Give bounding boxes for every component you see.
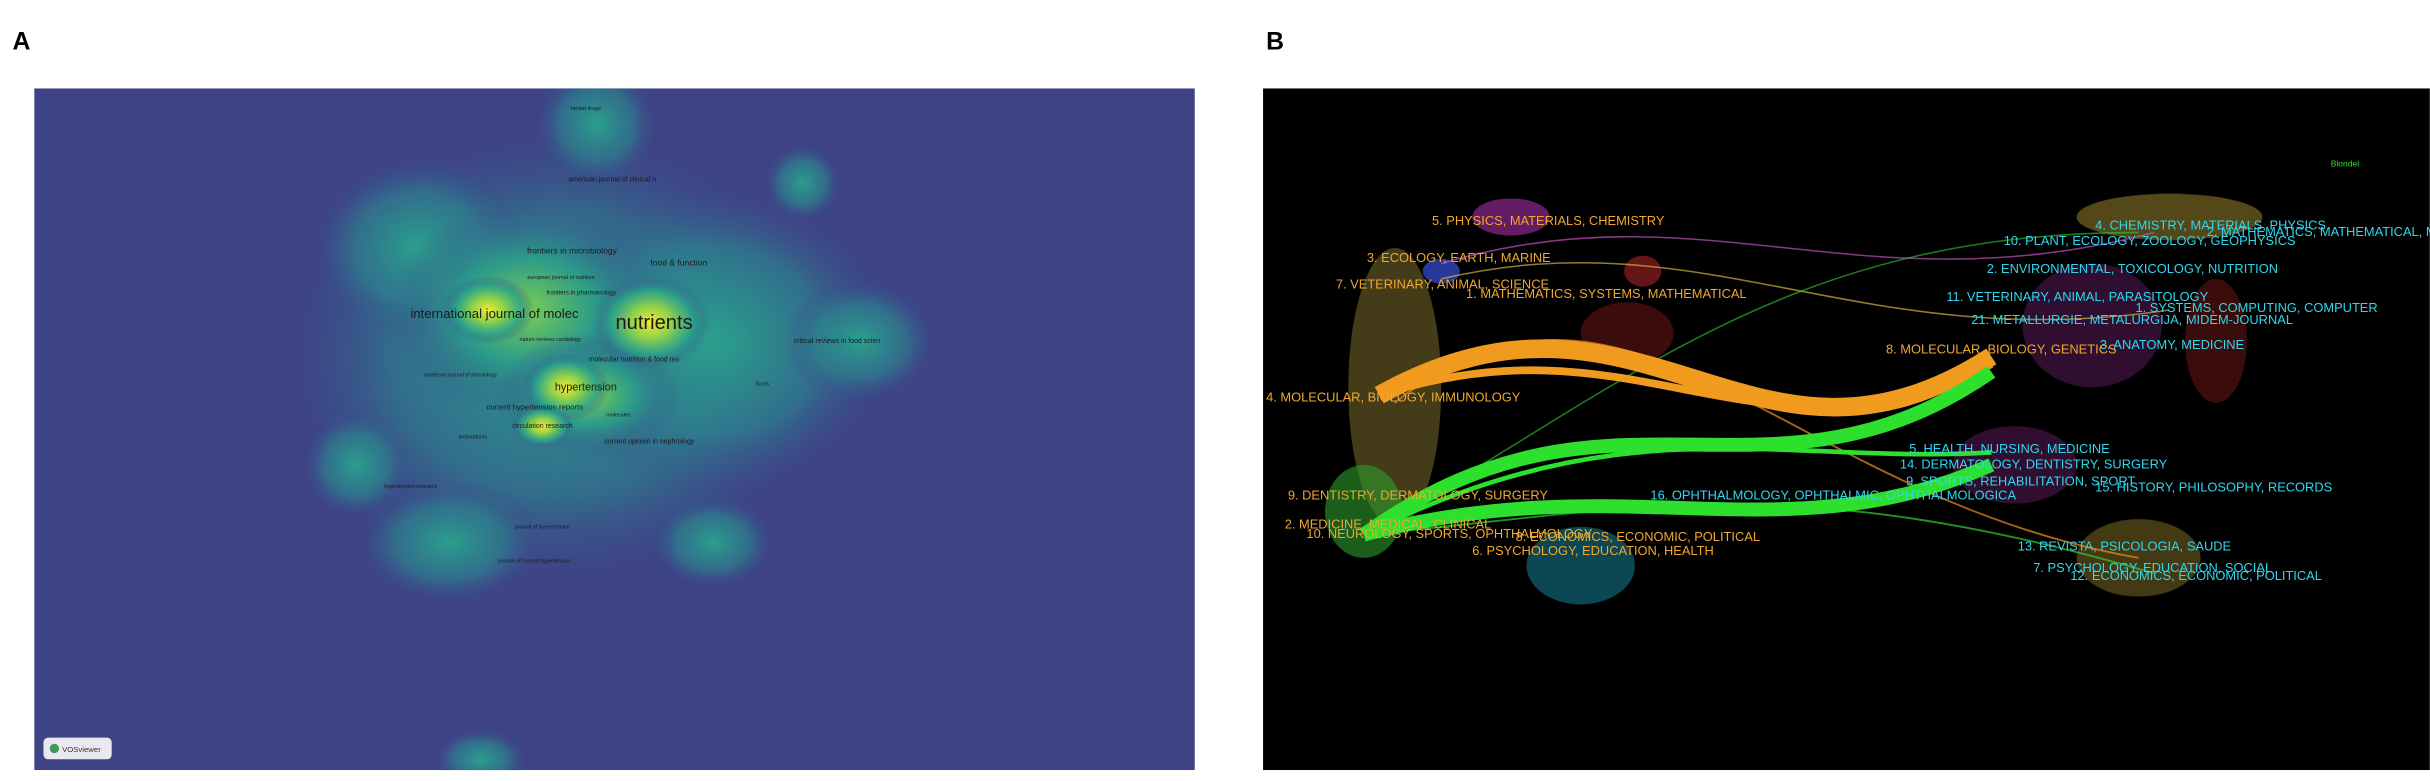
journal-label: molecules: [606, 413, 631, 419]
journal-label: current opinion in nephrology: [604, 438, 694, 445]
journal-label: food & function: [650, 258, 707, 268]
cited-label: 16. OPHTHALMOLOGY, OPHTHALMIC, OPHTHALMO…: [1650, 487, 2016, 502]
badge-icon: [49, 743, 59, 754]
cited-label: 15. HISTORY, PHILOSOPHY, RECORDS: [2095, 480, 2332, 495]
cited-label: 3. ANATOMY, MEDICINE: [2100, 337, 2245, 352]
journal-label: nutrients: [615, 312, 692, 334]
journal-label: antioxidants: [458, 434, 487, 440]
cited-label: 4. CHEMISTRY, MATERIALS, PHYSICS: [2095, 218, 2326, 233]
citing-label: 6. PSYCHOLOGY, EDUCATION, HEALTH: [1472, 543, 1714, 558]
panel-label: B: [1266, 29, 1284, 56]
cited-label: 21. METALLURGIE, METALURGIJA, MIDEM-JOUR…: [1971, 312, 2293, 327]
journal-label: foods: [756, 382, 770, 388]
journal-label: american journal of clinical n: [568, 177, 656, 184]
cited-label: 1. SYSTEMS, COMPUTING, COMPUTER: [2135, 300, 2377, 315]
citing-label: 3. ECOLOGY, EARTH, MARINE: [1367, 250, 1551, 265]
journal-label: international journal of molec: [410, 306, 579, 321]
cited-label: 14. DERMATOLOGY, DENTISTRY, SURGERY: [1900, 456, 2168, 471]
journal-label: hypertension research: [384, 484, 438, 490]
badge: [43, 737, 112, 760]
citing-label: 2. MEDICINE, MEDICAL, CLINICAL: [1285, 517, 1492, 532]
cited-label: 2. MATHEMATICS, MATHEMATICAL, MECHANICS: [2207, 224, 2430, 239]
panel-label: A: [13, 29, 31, 56]
cited-label: 11. VETERINARY, ANIMAL, PARASITOLOGY: [1946, 289, 2208, 304]
journal-label: circulation research: [512, 423, 573, 430]
badge-text: VOSviewer: [62, 745, 101, 754]
journal-label: journal of human hypertension: [497, 558, 571, 564]
method-label: Blondel: [2331, 159, 2360, 169]
density-blobs: [279, 88, 938, 771]
cited-label: 10. PLANT, ECOLOGY, ZOOLOGY, GEOPHYSICS: [2004, 233, 2296, 248]
citing-label: 8. ECONOMICS, ECONOMIC, POLITICAL: [1516, 529, 1760, 544]
citing-label: 5. PHYSICS, MATERIALS, CHEMISTRY: [1432, 213, 1665, 228]
density-map: nutrients international journal of molec…: [34, 88, 1195, 771]
journal-label: european journal of nutrition: [527, 275, 594, 281]
citing-label: 4. MOLECULAR, BIOLOGY, IMMUNOLOGY: [1266, 390, 1521, 405]
citing-label: 1. MATHEMATICS, SYSTEMS, MATHEMATICAL: [1466, 286, 1747, 301]
cited-label: 5. HEALTH, NURSING, MEDICINE: [1909, 441, 2110, 456]
citing-label: 7. VETERINARY, ANIMAL, SCIENCE: [1336, 277, 1550, 292]
journal-label: frontiers in microbiology: [527, 245, 618, 255]
journal-label: journal of hypertension: [514, 524, 570, 530]
cited-label: 13. REVISTA, PSICOLOGIA, SAUDE: [2018, 538, 2232, 553]
cited-label: 12. ECONOMICS, ECONOMIC, POLITICAL: [2070, 568, 2322, 583]
journal-label: molecular nutrition & food res: [589, 356, 680, 363]
scatter-clouds: [1325, 193, 2263, 605]
dual-map: 5. PHYSICS, MATERIALS, CHEMISTRY 3. ECOL…: [1263, 88, 2430, 771]
cited-label: 7. PSYCHOLOGY, EDUCATION, SOCIAL: [2033, 560, 2272, 575]
journal-label: critical reviews in food scien: [794, 338, 880, 345]
citation-links: [1359, 231, 2170, 575]
journal-label: herbal drugs: [571, 106, 601, 112]
journal-label: nature reviews cardiology: [520, 337, 582, 343]
cited-label: 2. ENVIRONMENTAL, TOXICOLOGY, NUTRITION: [1987, 261, 2278, 276]
journal-label: hypertension: [555, 381, 617, 393]
cited-label: 8. MOLECULAR, BIOLOGY, GENETICS: [1886, 342, 2117, 357]
journal-label: american journal of physiology: [424, 372, 497, 378]
citing-label: 9. DENTISTRY, DERMATOLOGY, SURGERY: [1288, 487, 1549, 502]
citing-label: 10. NEUROLOGY, SPORTS, OPHTHALMOLOGY: [1306, 526, 1593, 541]
journal-label: frontiers in pharmacology: [546, 290, 616, 297]
journal-label: current hypertension reports: [486, 403, 583, 412]
cited-label: 9. SPORTS, REHABILITATION, SPORT: [1906, 473, 2135, 488]
